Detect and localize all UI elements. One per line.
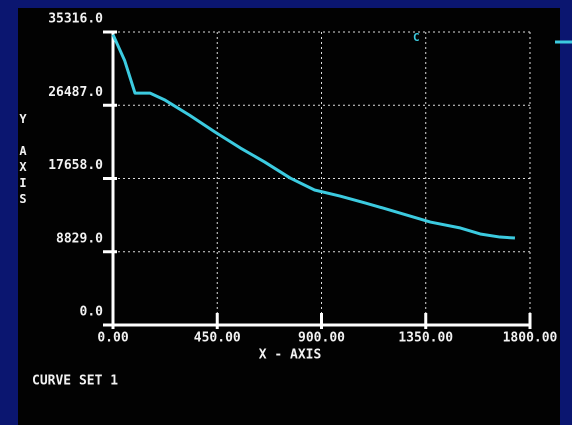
x-axis-label: X - AXIS [259, 348, 322, 363]
x-tick-label: 1800.00 [503, 331, 558, 346]
y-axis-label: Y AXIS [16, 112, 30, 208]
x-tick-label: 450.00 [194, 331, 241, 346]
x-tick-label: 900.00 [298, 331, 345, 346]
y-tick-label: 0.0 [80, 305, 104, 320]
x-tick-label: 1350.00 [398, 331, 453, 346]
y-tick-label: 8829.0 [56, 231, 103, 246]
y-tick-label: 35316.0 [48, 12, 103, 27]
chart: X - AXIS CURVE SET 1 0.0 8829.0 17658.0 264… [0, 0, 572, 425]
legend-label: C [413, 31, 420, 44]
y-tick-label: 26487.0 [48, 85, 103, 100]
caption: CURVE SET 1 [32, 374, 118, 389]
page: X - AXIS CURVE SET 1 0.0 8829.0 17658.0 264… [0, 0, 572, 425]
y-tick-label: 17658.0 [48, 158, 103, 173]
x-tick-label: 0.00 [97, 331, 128, 346]
